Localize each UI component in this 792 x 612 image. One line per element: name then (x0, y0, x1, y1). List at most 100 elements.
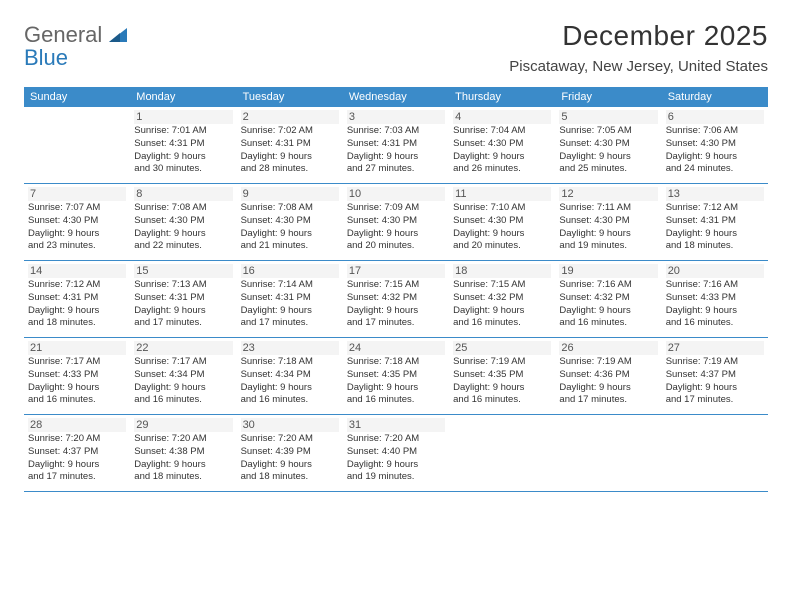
week-row: 21Sunrise: 7:17 AMSunset: 4:33 PMDayligh… (24, 338, 768, 415)
day-cell: 1Sunrise: 7:01 AMSunset: 4:31 PMDaylight… (130, 107, 236, 183)
day-info-line: Sunset: 4:31 PM (134, 138, 232, 151)
day-header-thursday: Thursday (449, 87, 555, 107)
day-info-line: Daylight: 9 hours (241, 382, 339, 395)
day-info-line: Daylight: 9 hours (453, 305, 551, 318)
day-info-line: Sunset: 4:35 PM (347, 369, 445, 382)
day-info-line: Sunrise: 7:08 AM (241, 202, 339, 215)
day-info-line: Sunset: 4:31 PM (241, 138, 339, 151)
day-header-tuesday: Tuesday (237, 87, 343, 107)
day-info-line: and 17 minutes. (559, 394, 657, 407)
day-info-line: Daylight: 9 hours (28, 228, 126, 241)
day-cell (24, 107, 130, 183)
day-info-line: and 30 minutes. (134, 163, 232, 176)
day-number: 31 (347, 418, 445, 432)
day-info-line: and 16 minutes. (28, 394, 126, 407)
day-info: Sunrise: 7:17 AMSunset: 4:34 PMDaylight:… (134, 356, 232, 407)
logo-word2: Blue (24, 47, 127, 69)
day-number: 8 (134, 187, 232, 201)
day-info-line: Daylight: 9 hours (666, 382, 764, 395)
day-info-line: Sunrise: 7:02 AM (241, 125, 339, 138)
day-number: 13 (666, 187, 764, 201)
day-header-monday: Monday (130, 87, 236, 107)
day-number: 30 (241, 418, 339, 432)
day-info-line: Daylight: 9 hours (453, 228, 551, 241)
day-info-line (559, 446, 657, 459)
day-info: Sunrise: 7:17 AMSunset: 4:33 PMDaylight:… (28, 356, 126, 407)
day-cell: 3Sunrise: 7:03 AMSunset: 4:31 PMDaylight… (343, 107, 449, 183)
day-cell (449, 415, 555, 491)
day-info-line: Sunset: 4:36 PM (559, 369, 657, 382)
day-info-line: Sunset: 4:30 PM (347, 215, 445, 228)
day-info: Sunrise: 7:07 AMSunset: 4:30 PMDaylight:… (28, 202, 126, 253)
day-info: Sunrise: 7:15 AMSunset: 4:32 PMDaylight:… (453, 279, 551, 330)
day-info-line: and 16 minutes. (666, 317, 764, 330)
day-number: 6 (666, 110, 764, 124)
day-info: Sunrise: 7:19 AMSunset: 4:37 PMDaylight:… (666, 356, 764, 407)
month-title: December 2025 (509, 20, 768, 52)
day-number: 12 (559, 187, 657, 201)
day-number: 24 (347, 341, 445, 355)
day-cell: 4Sunrise: 7:04 AMSunset: 4:30 PMDaylight… (449, 107, 555, 183)
day-info-line: Sunset: 4:31 PM (347, 138, 445, 151)
day-info-line: Sunrise: 7:06 AM (666, 125, 764, 138)
day-info-line: and 20 minutes. (347, 240, 445, 253)
day-cell: 20Sunrise: 7:16 AMSunset: 4:33 PMDayligh… (662, 261, 768, 337)
day-info-line: Sunrise: 7:09 AM (347, 202, 445, 215)
day-info: Sunrise: 7:10 AMSunset: 4:30 PMDaylight:… (453, 202, 551, 253)
day-info-line: Sunset: 4:30 PM (666, 138, 764, 151)
day-info: Sunrise: 7:13 AMSunset: 4:31 PMDaylight:… (134, 279, 232, 330)
logo-triangle-icon (109, 28, 127, 47)
day-info-line: Sunrise: 7:15 AM (453, 279, 551, 292)
day-info-line: Daylight: 9 hours (241, 228, 339, 241)
day-header-sunday: Sunday (24, 87, 130, 107)
day-info-line: Daylight: 9 hours (347, 459, 445, 472)
day-info-line: Sunrise: 7:16 AM (559, 279, 657, 292)
day-number: 4 (453, 110, 551, 124)
day-info-line: Sunrise: 7:13 AM (134, 279, 232, 292)
day-info-line: and 22 minutes. (134, 240, 232, 253)
day-info-line: Daylight: 9 hours (453, 382, 551, 395)
week-row: 28Sunrise: 7:20 AMSunset: 4:37 PMDayligh… (24, 415, 768, 492)
day-info-line: and 21 minutes. (241, 240, 339, 253)
day-number: 2 (241, 110, 339, 124)
day-info-line: and 19 minutes. (559, 240, 657, 253)
day-info-line: Daylight: 9 hours (559, 151, 657, 164)
day-info-line (453, 433, 551, 446)
day-info-line: Sunrise: 7:07 AM (28, 202, 126, 215)
day-info-line: Sunset: 4:31 PM (241, 292, 339, 305)
day-number: 20 (666, 264, 764, 278)
day-info-line: and 16 minutes. (241, 394, 339, 407)
day-info-line: and 16 minutes. (134, 394, 232, 407)
day-cell: 25Sunrise: 7:19 AMSunset: 4:35 PMDayligh… (449, 338, 555, 414)
day-number: 3 (347, 110, 445, 124)
day-info-line: Daylight: 9 hours (134, 382, 232, 395)
day-cell: 13Sunrise: 7:12 AMSunset: 4:31 PMDayligh… (662, 184, 768, 260)
day-info-line: Daylight: 9 hours (666, 151, 764, 164)
day-info-line: Sunset: 4:30 PM (134, 215, 232, 228)
day-number: 11 (453, 187, 551, 201)
day-info: Sunrise: 7:18 AMSunset: 4:35 PMDaylight:… (347, 356, 445, 407)
day-info-line: and 27 minutes. (347, 163, 445, 176)
day-info-line: and 16 minutes. (347, 394, 445, 407)
day-number (28, 110, 126, 124)
day-cell: 27Sunrise: 7:19 AMSunset: 4:37 PMDayligh… (662, 338, 768, 414)
day-info-line: Sunset: 4:34 PM (241, 369, 339, 382)
day-cell: 12Sunrise: 7:11 AMSunset: 4:30 PMDayligh… (555, 184, 661, 260)
day-info-line: Sunset: 4:32 PM (453, 292, 551, 305)
day-header-row: Sunday Monday Tuesday Wednesday Thursday… (24, 87, 768, 107)
day-info: Sunrise: 7:14 AMSunset: 4:31 PMDaylight:… (241, 279, 339, 330)
day-cell: 29Sunrise: 7:20 AMSunset: 4:38 PMDayligh… (130, 415, 236, 491)
day-info-line: Sunset: 4:32 PM (347, 292, 445, 305)
day-info-line (453, 471, 551, 484)
day-info-line: Sunset: 4:30 PM (453, 215, 551, 228)
day-info: Sunrise: 7:15 AMSunset: 4:32 PMDaylight:… (347, 279, 445, 330)
day-info-line: and 17 minutes. (28, 471, 126, 484)
day-info-line: Sunrise: 7:20 AM (134, 433, 232, 446)
week-row: 14Sunrise: 7:12 AMSunset: 4:31 PMDayligh… (24, 261, 768, 338)
day-info: Sunrise: 7:11 AMSunset: 4:30 PMDaylight:… (559, 202, 657, 253)
day-info: Sunrise: 7:05 AMSunset: 4:30 PMDaylight:… (559, 125, 657, 176)
day-info-line: Sunrise: 7:01 AM (134, 125, 232, 138)
day-info (559, 433, 657, 484)
day-cell: 19Sunrise: 7:16 AMSunset: 4:32 PMDayligh… (555, 261, 661, 337)
day-cell: 23Sunrise: 7:18 AMSunset: 4:34 PMDayligh… (237, 338, 343, 414)
